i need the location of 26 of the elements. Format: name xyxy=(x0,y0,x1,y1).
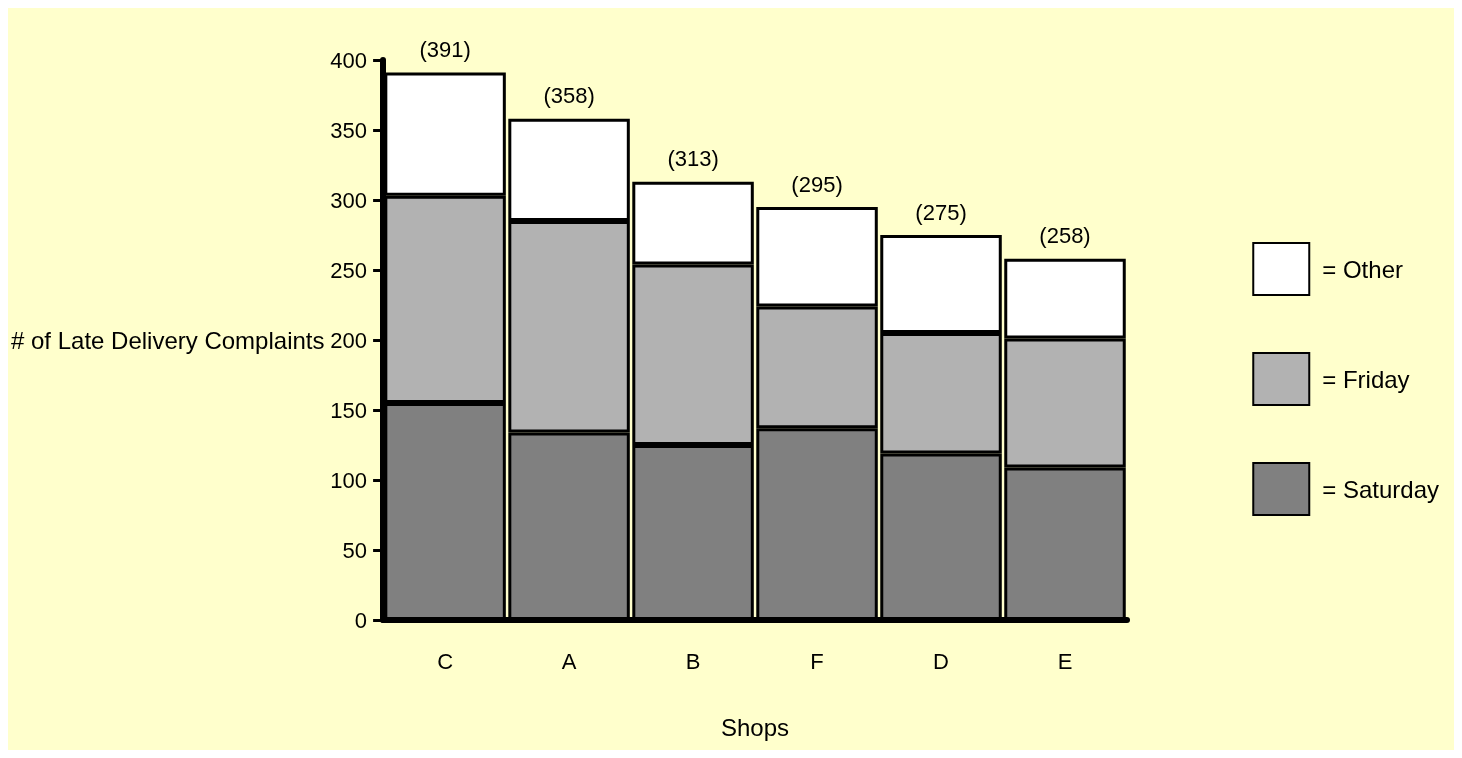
legend-label: = Friday xyxy=(1322,365,1410,393)
y-tick-label: 250 xyxy=(330,257,368,283)
y-tick-label: 100 xyxy=(330,467,368,493)
total-label: (295) xyxy=(791,171,843,197)
total-label: (391) xyxy=(419,37,471,63)
y-tick-label: 0 xyxy=(354,607,368,633)
y-tick-label: 150 xyxy=(330,397,368,423)
y-tick-label: 400 xyxy=(330,47,368,73)
legend-label: = Other xyxy=(1322,255,1403,283)
x-tick-label: C xyxy=(437,648,454,674)
y-tick-label: 300 xyxy=(330,187,368,213)
total-label: (313) xyxy=(667,146,719,172)
total-label: (275) xyxy=(915,199,967,225)
x-axis-title: Shops xyxy=(721,713,790,741)
total-label: (258) xyxy=(1039,223,1091,249)
y-tick-label: 50 xyxy=(342,537,368,563)
legend-label: = Saturday xyxy=(1322,475,1440,503)
x-tick-label: F xyxy=(810,648,824,674)
y-tick-label: 350 xyxy=(330,117,368,143)
x-tick-label: B xyxy=(685,648,701,674)
x-tick-label: D xyxy=(933,648,949,674)
total-label: (358) xyxy=(543,83,595,109)
x-tick-label: A xyxy=(561,648,577,674)
y-axis-title: # of Late Delivery Complaints xyxy=(11,326,325,354)
y-tick-label: 200 xyxy=(330,327,368,353)
x-tick-label: E xyxy=(1057,648,1073,674)
